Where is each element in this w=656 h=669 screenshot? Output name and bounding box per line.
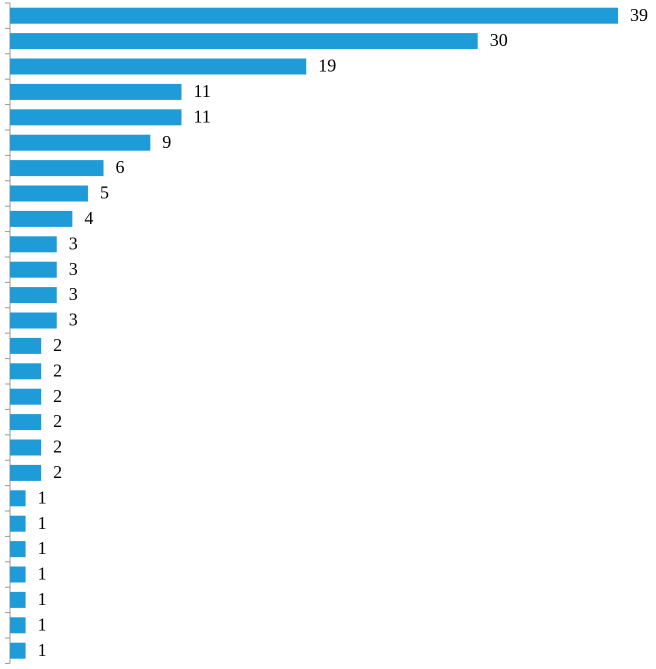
bar [10,363,42,380]
bar [10,33,478,50]
value-label: 2 [53,462,62,482]
value-label: 2 [53,386,62,406]
value-label: 30 [490,30,508,50]
value-label: 11 [193,106,210,126]
value-label: 3 [69,259,78,279]
value-label: 5 [100,183,109,203]
bar [10,58,307,75]
value-label: 1 [38,564,47,584]
bar [10,83,182,100]
value-label: 1 [38,538,47,558]
bar [10,439,42,456]
value-label: 19 [318,56,336,76]
value-label: 3 [69,284,78,304]
value-label: 39 [630,5,648,25]
value-label: 3 [69,233,78,253]
bar [10,7,618,24]
bar [10,388,42,405]
bar [10,414,42,431]
value-label: 6 [116,157,125,177]
value-label: 11 [193,81,210,101]
bar [10,515,26,532]
value-label: 4 [84,208,93,228]
bar [10,287,57,304]
bar [10,236,57,253]
bar [10,160,104,177]
value-label: 1 [38,513,47,533]
value-label: 1 [38,614,47,634]
bar [10,566,26,583]
bar [10,109,182,126]
bar [10,210,73,227]
bar [10,261,57,278]
bar [10,134,151,151]
bar [10,541,26,558]
value-label: 1 [38,589,47,609]
value-label: 2 [53,335,62,355]
value-label: 1 [38,640,47,660]
value-label: 2 [53,437,62,457]
bar [10,185,88,202]
bar [10,591,26,608]
bar [10,464,42,481]
bar [10,617,26,634]
value-label: 2 [53,360,62,380]
bar [10,642,26,659]
bar [10,312,57,329]
value-label: 1 [38,487,47,507]
value-label: 9 [162,132,171,152]
value-label: 2 [53,411,62,431]
value-label: 3 [69,310,78,330]
bar [10,490,26,507]
bar [10,337,42,354]
